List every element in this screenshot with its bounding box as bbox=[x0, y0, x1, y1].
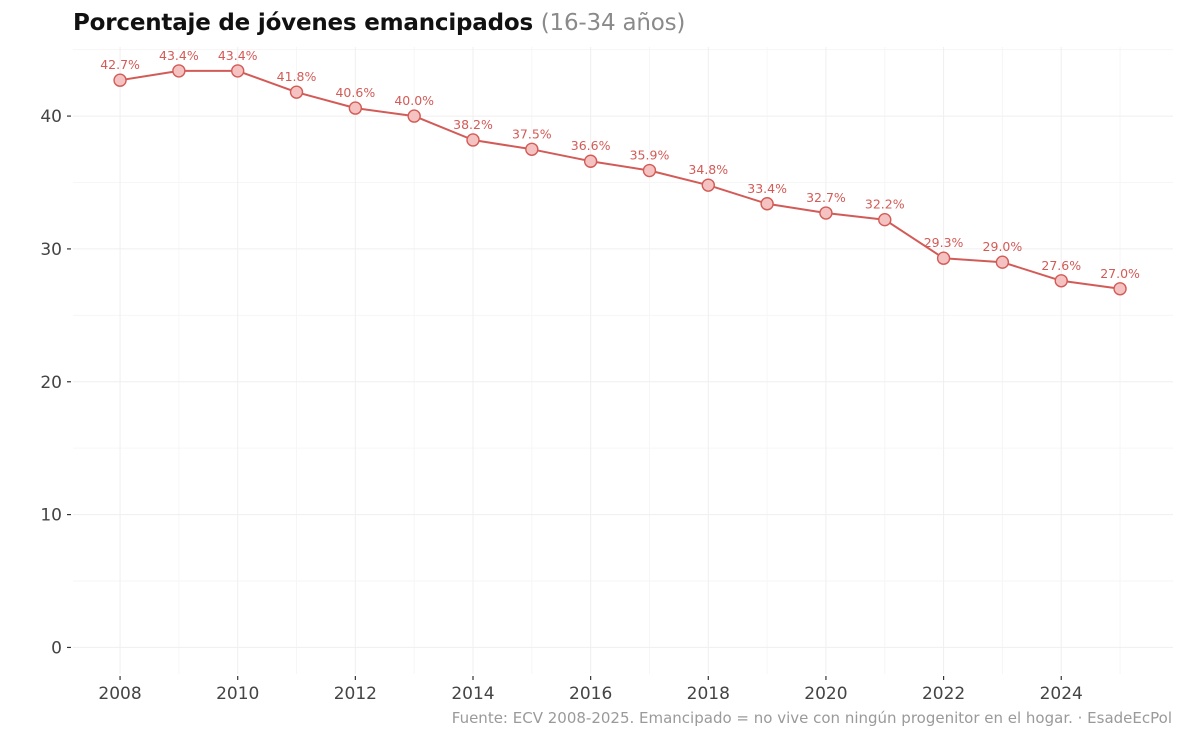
x-tick-label: 2008 bbox=[98, 684, 141, 704]
data-point bbox=[1054, 274, 1068, 288]
data-label: 41.8% bbox=[277, 69, 317, 84]
data-point bbox=[936, 251, 951, 265]
data-label: 40.0% bbox=[394, 93, 434, 108]
y-tick-label: 30 bbox=[40, 240, 62, 260]
y-tick-label: 0 bbox=[51, 638, 62, 658]
data-point bbox=[701, 178, 715, 192]
data-label: 29.3% bbox=[924, 235, 964, 250]
data-label: 27.0% bbox=[1100, 266, 1140, 281]
data-label: 35.9% bbox=[630, 148, 670, 163]
data-label: 27.6% bbox=[1041, 258, 1081, 273]
data-point bbox=[348, 101, 363, 115]
gridlines bbox=[73, 47, 1173, 674]
x-tick-label: 2022 bbox=[922, 684, 965, 704]
data-point bbox=[642, 163, 657, 178]
x-tick-label: 2012 bbox=[334, 684, 377, 704]
data-label: 33.4% bbox=[747, 181, 787, 196]
chart-subtitle: (16-34 años) bbox=[540, 10, 686, 36]
data-label: 36.6% bbox=[571, 138, 611, 153]
x-tick-label: 2024 bbox=[1040, 684, 1083, 704]
data-point bbox=[289, 85, 304, 99]
data-label: 32.2% bbox=[865, 197, 905, 212]
data-label: 43.4% bbox=[159, 48, 199, 63]
data-label: 42.7% bbox=[100, 57, 140, 72]
data-point bbox=[819, 206, 833, 220]
data-label: 38.2% bbox=[453, 117, 493, 132]
data-label: 40.6% bbox=[335, 85, 375, 100]
x-tick-label: 2018 bbox=[687, 684, 730, 704]
data-label: 43.4% bbox=[218, 48, 258, 63]
data-point bbox=[995, 255, 1010, 269]
data-point bbox=[1113, 282, 1127, 296]
data-label: 34.8% bbox=[688, 162, 728, 177]
x-tick-label: 2016 bbox=[569, 684, 612, 704]
x-tick-label: 2014 bbox=[451, 684, 494, 704]
data-point bbox=[407, 109, 421, 123]
data-labels: 42.7% 43.4% 43.4% 41.8% 40.6% 40.0% 38.2% 37.5%… bbox=[100, 48, 1140, 281]
data-point bbox=[878, 212, 892, 227]
data-label: 29.0% bbox=[983, 239, 1023, 254]
data-label: 32.7% bbox=[806, 190, 846, 205]
series-line bbox=[119, 69, 1121, 290]
data-label: 37.5% bbox=[512, 126, 552, 141]
series-emancipados bbox=[113, 64, 1127, 296]
data-point bbox=[113, 73, 127, 87]
y-tick-label: 40 bbox=[40, 107, 62, 127]
data-point bbox=[172, 64, 186, 78]
data-point bbox=[525, 142, 539, 156]
y-tick-label: 20 bbox=[40, 373, 62, 393]
data-point bbox=[583, 154, 598, 168]
chart-title: Porcentaje de jóvenes emancipados (16-34… bbox=[73, 10, 685, 36]
y-tick-label: 10 bbox=[40, 506, 62, 526]
chart-title-main: Porcentaje de jóvenes emancipados bbox=[73, 10, 533, 36]
x-tick-label: 2020 bbox=[804, 684, 847, 704]
x-tick-label: 2010 bbox=[216, 684, 259, 704]
data-point bbox=[231, 64, 245, 78]
data-point bbox=[466, 133, 480, 147]
data-point bbox=[760, 197, 774, 211]
chart-caption: Fuente: ECV 2008-2025. Emancipado = no v… bbox=[451, 709, 1172, 727]
axes: 0 10 20 30 40 2008 2010 2012 2014 2016 2018 2020 202… bbox=[40, 107, 1083, 704]
